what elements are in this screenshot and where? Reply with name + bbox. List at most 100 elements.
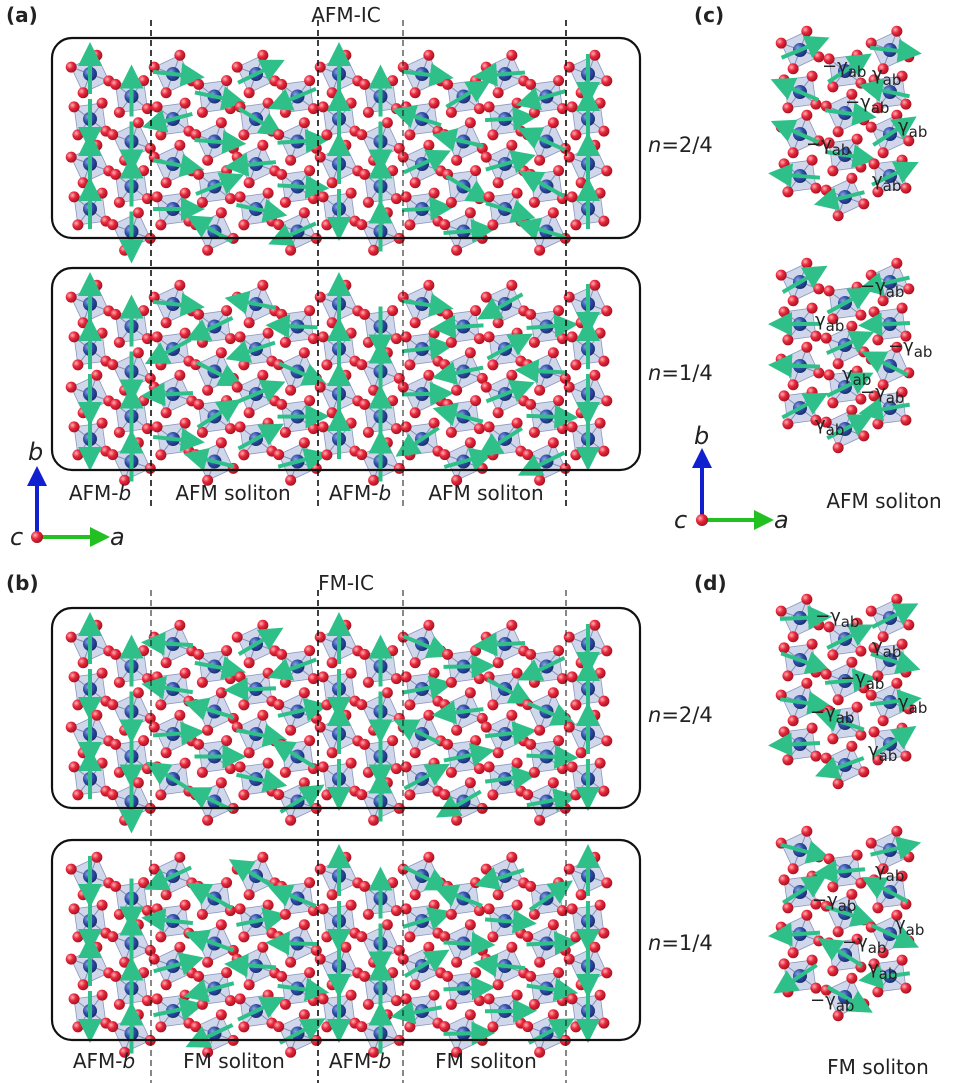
oxygen-atom: [446, 999, 457, 1010]
oxygen-atom: [567, 331, 578, 342]
oxygen-atom: [263, 188, 274, 199]
oxygen-atom: [97, 98, 108, 109]
octahedron: [522, 919, 571, 968]
oxygen-atom: [149, 864, 160, 875]
oxygen-atom: [315, 152, 326, 163]
oxygen-atom: [567, 671, 578, 682]
oxygen-atom: [193, 971, 204, 982]
oxygen-atom: [404, 931, 415, 942]
gamma-symbol: γ: [815, 310, 826, 331]
oxygen-atom: [138, 645, 149, 656]
oxygen-atom: [244, 979, 255, 990]
oxygen-atom: [465, 919, 476, 930]
octahedron: [149, 710, 198, 759]
oxygen-atom: [387, 395, 398, 406]
oxygen-atom: [833, 126, 844, 137]
oxygen-atom: [66, 864, 77, 875]
oxygen-atom: [801, 26, 812, 37]
oxygen-atom: [107, 931, 118, 942]
octahedron: [359, 395, 402, 438]
octahedron: [318, 758, 361, 801]
octahedron: [273, 347, 322, 396]
octahedron: [821, 173, 870, 222]
oxygen-atom: [155, 449, 166, 460]
octahedron: [149, 50, 198, 99]
oxygen-atom: [525, 971, 536, 982]
oxygen-atom: [810, 667, 821, 678]
oxygen-atom: [149, 954, 160, 965]
octahedron: [522, 777, 571, 826]
octahedron: [232, 140, 281, 189]
octahedron: [193, 395, 236, 438]
oxygen-atom: [846, 405, 857, 416]
oxygen-atom: [138, 165, 149, 176]
oxygen-atom: [232, 152, 243, 163]
oxygen-atom: [138, 75, 149, 86]
octahedron: [525, 75, 568, 118]
octahedron: [525, 877, 568, 920]
spin-arrow: [444, 988, 484, 990]
gamma-subscript: ab: [914, 343, 933, 361]
octahedron: [779, 723, 822, 766]
oxygen-atom: [423, 370, 434, 381]
octahedron: [66, 140, 115, 189]
octahedron: [484, 418, 527, 461]
oxygen-atom: [601, 305, 612, 316]
spin-arrow: [527, 943, 567, 945]
octahedron: [484, 98, 527, 141]
oxygen-atom: [553, 735, 564, 746]
oxygen-atom: [779, 874, 790, 885]
octahedron: [235, 758, 278, 801]
oxygen-atom: [872, 418, 883, 429]
oxygen-atom: [439, 789, 450, 800]
oxygen-atom: [410, 747, 421, 758]
octahedron: [273, 207, 322, 256]
oxygen-atom: [553, 645, 564, 656]
oxygen-atom: [72, 789, 83, 800]
oxygen-atom: [891, 678, 902, 689]
oxygen-atom: [595, 758, 606, 769]
axis-label: c: [674, 506, 687, 534]
oxygen-atom: [244, 407, 255, 418]
oxygen-atom: [225, 763, 236, 774]
octahedron: [525, 735, 568, 778]
octahedron: [439, 777, 488, 826]
spin-arrow: [153, 643, 193, 645]
octahedron: [110, 967, 153, 1010]
gamma-symbol: −γ: [806, 134, 832, 155]
oxygen-atom: [315, 292, 326, 303]
octahedron: [525, 967, 568, 1010]
oxygen-atom: [801, 826, 812, 837]
oxygen-atom: [534, 957, 545, 968]
octahedron: [190, 777, 239, 826]
oxygen-atom: [263, 328, 274, 339]
gamma-subscript: ab: [838, 897, 857, 915]
gamma-subscript: ab: [879, 965, 898, 983]
oxygen-atom: [66, 954, 77, 965]
octahedron: [107, 777, 156, 826]
oxygen-atom: [595, 328, 606, 339]
octahedron: [398, 710, 447, 759]
octahedron: [356, 207, 405, 256]
oxygen-atom: [107, 449, 118, 460]
oxygen-atom: [161, 177, 172, 188]
oxygen-atom: [439, 359, 450, 370]
oxygen-atom: [155, 359, 166, 370]
oxygen-atom: [197, 767, 208, 778]
octahedron: [276, 305, 319, 348]
oxygen-atom: [91, 50, 102, 61]
oxygen-atom: [387, 75, 398, 86]
oxygen-atom: [810, 751, 821, 762]
oxygen-atom: [446, 677, 457, 688]
oxygen-atom: [174, 280, 185, 291]
oxygen-atom: [833, 778, 844, 789]
oxygen-atom: [276, 309, 287, 320]
oxygen-atom: [470, 967, 481, 978]
oxygen-atom: [197, 197, 208, 208]
oxygen-atom: [589, 370, 600, 381]
oxygen-atom: [299, 437, 310, 448]
oxygen-atom: [276, 79, 287, 90]
oxygen-atom: [595, 668, 606, 679]
gamma-subscript: ab: [826, 421, 845, 439]
gamma-symbol: −γ: [842, 932, 868, 953]
